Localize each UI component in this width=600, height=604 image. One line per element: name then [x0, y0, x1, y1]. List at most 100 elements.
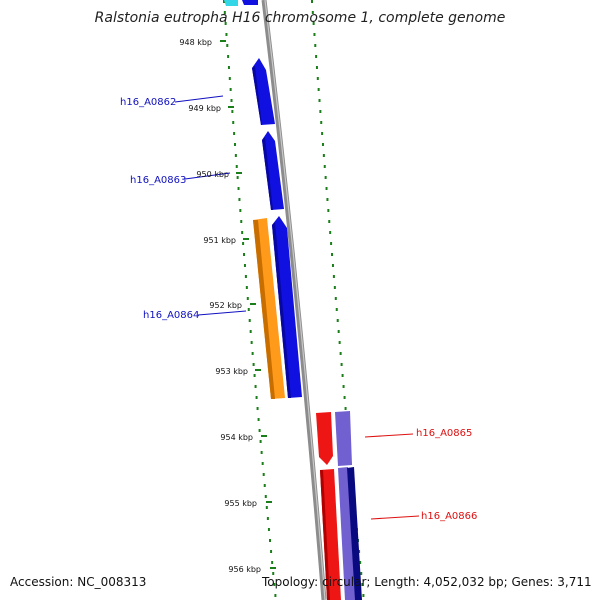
- guide-dot: [339, 352, 342, 355]
- gene-h16-A0862-shade: [252, 66, 262, 125]
- guide-dot: [243, 264, 246, 267]
- gene-label-h16-A0863[interactable]: h16_A0863: [130, 175, 186, 186]
- guide-dot: [263, 484, 266, 487]
- guide-dot: [245, 286, 248, 289]
- gene-navy-lower[interactable]: [347, 467, 362, 600]
- guide-dot: [254, 385, 257, 388]
- scale-tick-mark: [220, 40, 226, 42]
- gene-label-h16-A0865[interactable]: h16_A0865: [416, 428, 472, 439]
- scale-ticks: [220, 40, 276, 569]
- guide-dot: [238, 198, 241, 201]
- guide-dot: [237, 187, 240, 190]
- guide-dot: [342, 385, 345, 388]
- guide-dot: [273, 583, 276, 586]
- guide-dot: [315, 66, 318, 69]
- guide-dot: [256, 407, 259, 410]
- gene-h16-A0866-shade: [320, 470, 330, 600]
- guide-dot: [323, 165, 326, 168]
- scale-tick-mark: [228, 106, 234, 108]
- guide-dot: [269, 539, 272, 542]
- guide-dot: [337, 330, 340, 333]
- guide-dot: [322, 154, 325, 157]
- guide-dot: [338, 341, 341, 344]
- guide-dot: [231, 110, 234, 113]
- guide-dot: [329, 231, 332, 234]
- guide-dot: [360, 572, 363, 575]
- accession-text: Accession: NC_008313: [10, 575, 147, 589]
- guide-dot: [242, 242, 245, 245]
- guide-dot: [324, 176, 327, 179]
- gene-purple-upper[interactable]: [335, 411, 352, 466]
- gene-h16-A0864-orange-shade: [253, 220, 275, 399]
- tick-label-950: 950 kbp: [196, 170, 229, 179]
- guide-dot: [239, 209, 242, 212]
- chromosome-backbone: [261, 0, 327, 601]
- tick-label-955: 955 kbp: [224, 499, 257, 508]
- guide-dot: [336, 319, 339, 322]
- guide-dot: [244, 275, 247, 278]
- map-title: Ralstonia eutropha H16 chromosome 1, com…: [94, 10, 506, 26]
- gene-h16-A0865[interactable]: [316, 412, 333, 465]
- guide-dot: [234, 154, 237, 157]
- guide-dot: [316, 77, 319, 80]
- guide-dot: [328, 220, 331, 223]
- tick-label-954: 954 kbp: [220, 433, 253, 442]
- guide-dot: [257, 418, 260, 421]
- gene-label-h16-A0866[interactable]: h16_A0866: [421, 511, 477, 522]
- guide-dot: [233, 143, 236, 146]
- tick-label-952: 952 kbp: [209, 301, 242, 310]
- guide-dot: [232, 121, 235, 124]
- tick-label-951: 951 kbp: [203, 236, 236, 245]
- guide-dot: [223, 0, 225, 3]
- gene-h16-A0862[interactable]: [252, 58, 275, 125]
- guide-dot: [251, 352, 254, 355]
- guide-dot: [311, 11, 314, 14]
- guide-dot: [274, 594, 277, 597]
- guide-dot: [318, 99, 321, 102]
- guide-dot: [362, 594, 365, 597]
- guide-dot: [240, 220, 243, 223]
- gene-label-h16-A0864[interactable]: h16_A0864: [143, 310, 199, 321]
- guide-dot: [266, 517, 269, 520]
- guide-dot: [335, 308, 338, 311]
- guide-dot: [314, 44, 317, 47]
- callout-line-h16-A0866: [370, 515, 420, 520]
- guide-dot: [230, 99, 233, 102]
- guide-dot: [259, 440, 262, 443]
- gene-blue-fragment[interactable]: [242, 0, 258, 5]
- guide-dot: [313, 33, 316, 36]
- guide-dot: [311, 0, 313, 3]
- guide-dot: [225, 33, 228, 36]
- tick-guides: [223, 0, 365, 597]
- scale-tick-mark: [255, 369, 261, 371]
- gene-h16-A0863[interactable]: [262, 131, 284, 210]
- guide-dot: [265, 506, 268, 509]
- guide-dot: [326, 198, 329, 201]
- guide-dot: [224, 22, 227, 25]
- scale-tick-mark: [266, 501, 272, 503]
- guide-dot: [229, 88, 232, 91]
- guide-dot: [359, 561, 362, 564]
- callout-line-h16-A0865: [364, 433, 414, 438]
- chromosome-backbone-highlight: [264, 0, 326, 601]
- guide-inner: [223, 0, 277, 597]
- guide-dot: [321, 132, 324, 135]
- guide-dot: [341, 374, 344, 377]
- guide-dot: [264, 495, 267, 498]
- guide-dot: [327, 209, 330, 212]
- guide-dot: [267, 528, 270, 531]
- guide-dot: [252, 363, 255, 366]
- gene-label-h16-A0862[interactable]: h16_A0862: [120, 97, 176, 108]
- gene-h16-A0864[interactable]: [272, 216, 302, 398]
- guide-dot: [227, 55, 230, 58]
- guide-dot: [325, 187, 328, 190]
- guide-dot: [243, 253, 246, 256]
- guide-dot: [261, 462, 264, 465]
- gene-h16-A0864-shade: [272, 222, 291, 398]
- gene-cyan-fragment[interactable]: [224, 0, 238, 6]
- guide-dot: [223, 11, 226, 14]
- guide-dot: [315, 55, 318, 58]
- gene-h16-A0863-shade: [262, 137, 273, 210]
